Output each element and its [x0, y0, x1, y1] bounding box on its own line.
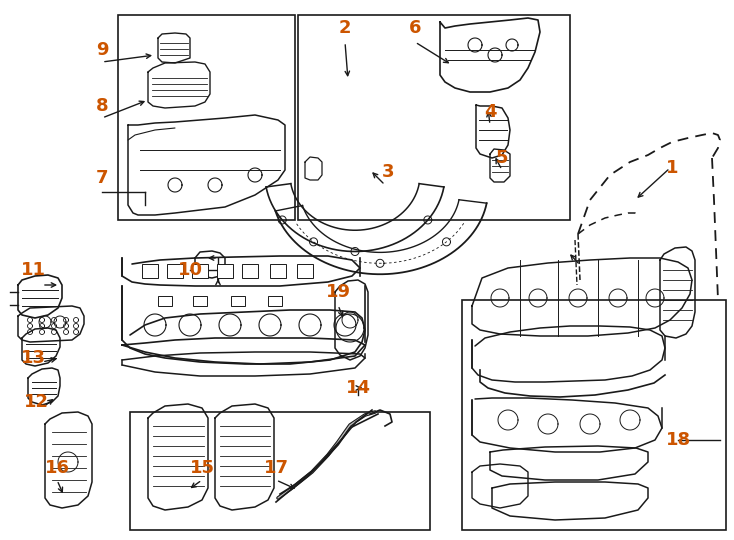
Bar: [270, 264, 286, 278]
Text: 18: 18: [666, 431, 691, 449]
Bar: [158, 296, 172, 306]
Text: 13: 13: [21, 349, 46, 367]
Text: 17: 17: [264, 459, 288, 477]
Text: 16: 16: [45, 459, 70, 477]
Bar: [167, 264, 183, 278]
Bar: [242, 264, 258, 278]
Bar: [142, 264, 158, 278]
Text: 11: 11: [21, 261, 46, 279]
Text: 19: 19: [325, 283, 351, 301]
Text: 8: 8: [95, 97, 109, 115]
Bar: [118, 15, 295, 220]
Text: 6: 6: [409, 19, 421, 37]
Text: 14: 14: [346, 379, 371, 397]
Text: 15: 15: [189, 459, 214, 477]
Bar: [130, 412, 430, 530]
Bar: [193, 296, 207, 306]
Text: 5: 5: [495, 149, 508, 167]
Text: 7: 7: [95, 169, 108, 187]
Text: 10: 10: [178, 261, 203, 279]
Bar: [298, 15, 570, 220]
Bar: [192, 264, 208, 278]
Bar: [231, 296, 245, 306]
Text: 12: 12: [23, 393, 48, 411]
Bar: [217, 264, 233, 278]
Bar: [297, 264, 313, 278]
Text: 9: 9: [95, 41, 108, 59]
Text: 2: 2: [339, 19, 352, 37]
Bar: [268, 296, 282, 306]
Text: 3: 3: [382, 163, 394, 181]
Text: 1: 1: [666, 159, 678, 177]
Text: 4: 4: [484, 103, 496, 121]
Bar: [462, 300, 726, 530]
